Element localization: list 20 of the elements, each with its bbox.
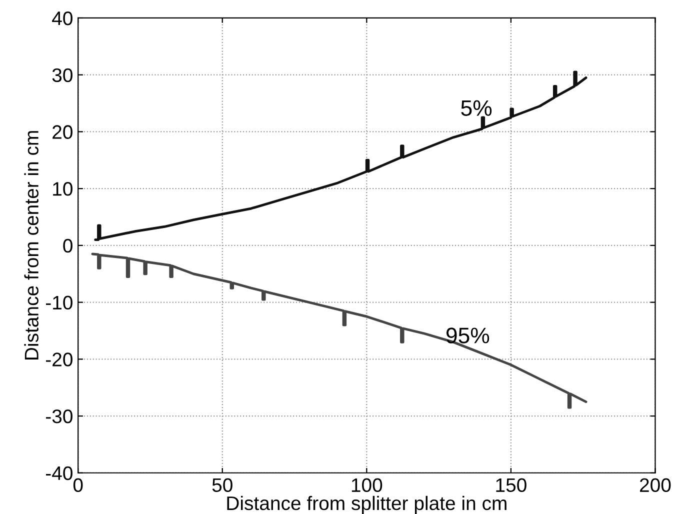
- y-tick-label: -20: [46, 352, 72, 366]
- x-tick-label: 200: [640, 478, 671, 492]
- y-tick-label: 0: [63, 238, 72, 253]
- x-tick-label: 0: [73, 478, 83, 492]
- y-tick-label: 20: [52, 125, 72, 139]
- x-tick-label: 100: [352, 478, 382, 492]
- line-series: [91, 252, 588, 409]
- line-series: [94, 70, 588, 241]
- annotation: 5%: [461, 100, 492, 116]
- annotation: 95%: [446, 328, 490, 344]
- y-tick-label: -40: [46, 466, 72, 480]
- y-axis-title: Distance from center in cm: [24, 131, 39, 360]
- y-tick-label: -10: [46, 296, 72, 310]
- x-tick-label: 50: [212, 478, 232, 492]
- y-tick-label: 40: [52, 11, 72, 26]
- y-tick-label: 10: [53, 182, 72, 196]
- x-axis-title: Distance from splitter plate in cm: [227, 496, 506, 514]
- y-tick-label: 30: [52, 68, 72, 82]
- x-tick-label: 150: [496, 478, 526, 492]
- y-tick-label: -30: [46, 409, 72, 424]
